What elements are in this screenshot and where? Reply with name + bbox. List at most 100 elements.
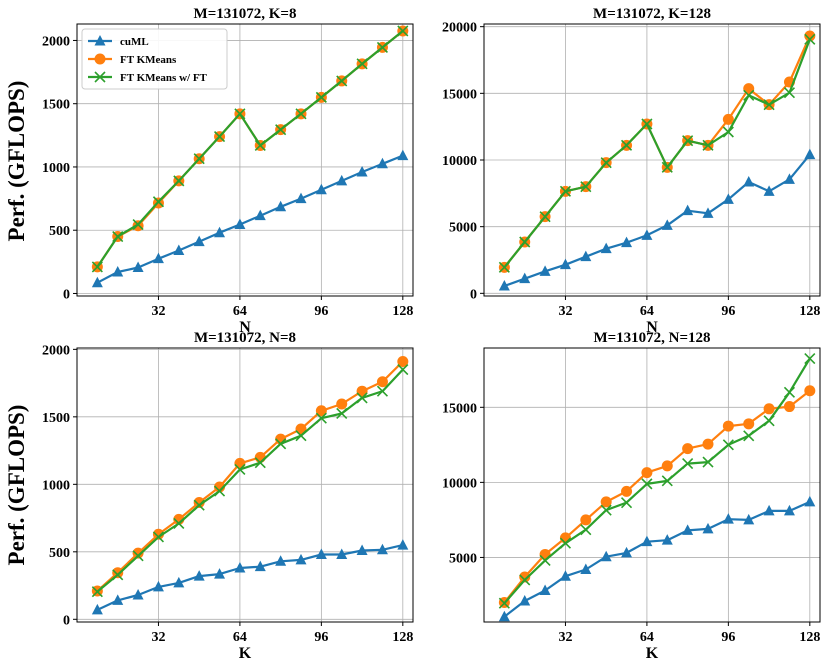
chart-title: M=131072, K=128 bbox=[593, 6, 711, 22]
data-point-ftwft bbox=[234, 463, 246, 476]
x-tick-label: 96 bbox=[314, 630, 328, 645]
data-point-ft bbox=[376, 376, 388, 388]
data-point-ft bbox=[519, 571, 531, 583]
y-tick-label: 500 bbox=[49, 546, 70, 561]
data-point-cuml bbox=[356, 166, 368, 177]
data-point-ft bbox=[722, 113, 734, 125]
data-point-cuml bbox=[682, 524, 694, 535]
data-point-ftwft bbox=[620, 497, 633, 509]
data-point-cuml bbox=[397, 539, 409, 550]
data-point-ftwft bbox=[682, 458, 694, 470]
data-point-cuml bbox=[275, 555, 287, 566]
data-point-cuml bbox=[804, 148, 816, 160]
data-point-ftwft bbox=[275, 438, 287, 450]
chart-4: 32 64 96 128 5000 10000 15000 M=131072, N=128 K bbox=[442, 330, 821, 662]
data-point-cuml bbox=[641, 535, 653, 547]
x-tick-label: 128 bbox=[392, 304, 413, 319]
data-point-ft bbox=[254, 451, 266, 463]
data-point-cuml bbox=[743, 513, 755, 525]
data-point-ftwft bbox=[315, 91, 327, 103]
x-tick-label: 128 bbox=[799, 630, 820, 645]
data-point-cuml bbox=[254, 209, 266, 221]
data-point-ft bbox=[295, 423, 307, 435]
data-point-cuml bbox=[519, 594, 531, 606]
data-point-ftwft bbox=[132, 218, 144, 231]
x-tick-label: 96 bbox=[721, 304, 735, 319]
data-point-ftwft bbox=[295, 108, 307, 120]
data-point-cuml bbox=[91, 603, 103, 615]
data-point-cuml bbox=[214, 568, 226, 579]
data-point-ftwft bbox=[661, 475, 673, 487]
y-tick-label: 2000 bbox=[42, 343, 70, 358]
legend-box bbox=[81, 28, 228, 90]
x-tick-label: 96 bbox=[721, 630, 735, 645]
data-point-ftwft bbox=[580, 524, 592, 536]
data-point-ftwft bbox=[376, 41, 389, 53]
data-point-ft bbox=[641, 467, 653, 479]
data-point-cuml bbox=[498, 610, 510, 622]
y-tick-label: 0 bbox=[63, 613, 70, 628]
data-point-cuml bbox=[376, 157, 388, 169]
data-point-cuml bbox=[600, 550, 612, 562]
data-point-ft bbox=[397, 355, 409, 367]
legend-marker-ft bbox=[94, 53, 106, 65]
data-point-ftwft bbox=[91, 261, 103, 273]
data-point-cuml bbox=[539, 265, 551, 276]
data-point-ftwft bbox=[498, 597, 510, 609]
data-point-ft bbox=[763, 403, 775, 415]
chart-1: 32 64 96 128 0 500 1000 1500 2000 M=131072, K=8 Nc… bbox=[42, 6, 414, 336]
y-tick-label: 0 bbox=[470, 287, 477, 302]
data-point-ft bbox=[743, 83, 755, 95]
data-point-ft bbox=[804, 30, 816, 42]
legend-label-ftwft: FT KMeans w/ FT bbox=[120, 72, 208, 84]
data-point-ftwft bbox=[152, 531, 165, 543]
chart-title: M=131072, N=128 bbox=[593, 330, 710, 346]
data-point-cuml bbox=[559, 570, 571, 581]
y-tick-label: 15000 bbox=[442, 87, 477, 102]
data-point-cuml bbox=[397, 149, 409, 161]
data-point-ft bbox=[336, 398, 348, 410]
data-point-cuml bbox=[152, 580, 164, 592]
data-point-ftwft bbox=[580, 181, 592, 193]
data-point-ftwft bbox=[519, 574, 531, 586]
data-point-cuml bbox=[132, 261, 144, 273]
data-point-ftwft bbox=[152, 196, 165, 208]
data-point-cuml bbox=[743, 176, 755, 187]
data-point-ftwft bbox=[722, 126, 734, 138]
data-point-ftwft bbox=[804, 352, 816, 365]
data-point-cuml bbox=[661, 534, 673, 545]
data-point-ftwft bbox=[641, 118, 653, 130]
y-tick-label: 10000 bbox=[442, 476, 477, 491]
data-point-ftwft bbox=[112, 230, 124, 243]
data-point-ftwft bbox=[213, 485, 226, 497]
data-point-ftwft bbox=[519, 236, 531, 248]
data-point-ftwft bbox=[315, 412, 327, 424]
data-point-ftwft bbox=[376, 385, 389, 397]
data-point-ftwft bbox=[397, 364, 409, 376]
x-tick-label: 128 bbox=[392, 630, 413, 645]
data-point-ftwft bbox=[783, 87, 796, 99]
data-point-ftwft bbox=[498, 261, 510, 273]
data-point-ftwft bbox=[356, 58, 368, 70]
x-tick-label: 64 bbox=[233, 630, 247, 645]
data-point-cuml bbox=[763, 504, 775, 516]
data-point-ftwft bbox=[234, 108, 246, 120]
data-point-ftwft bbox=[743, 89, 755, 101]
data-point-ft bbox=[804, 385, 816, 397]
data-point-ftwft bbox=[112, 569, 124, 581]
y-tick-label: 1000 bbox=[42, 161, 70, 176]
x-axis-label: K bbox=[646, 645, 659, 662]
legend-marker-cuml bbox=[94, 35, 106, 46]
series-line-ftwft bbox=[503, 38, 811, 268]
data-point-cuml bbox=[356, 544, 368, 555]
data-point-cuml bbox=[234, 562, 246, 573]
data-point-ftwft bbox=[783, 386, 796, 398]
data-point-ftwft bbox=[132, 550, 144, 562]
data-point-ft bbox=[722, 420, 734, 432]
data-point-ft bbox=[214, 481, 226, 493]
data-point-ft bbox=[580, 514, 592, 526]
data-point-cuml bbox=[804, 495, 816, 507]
data-point-ftwft bbox=[254, 457, 266, 469]
data-point-ftwft bbox=[722, 439, 734, 451]
data-point-cuml bbox=[91, 276, 103, 288]
